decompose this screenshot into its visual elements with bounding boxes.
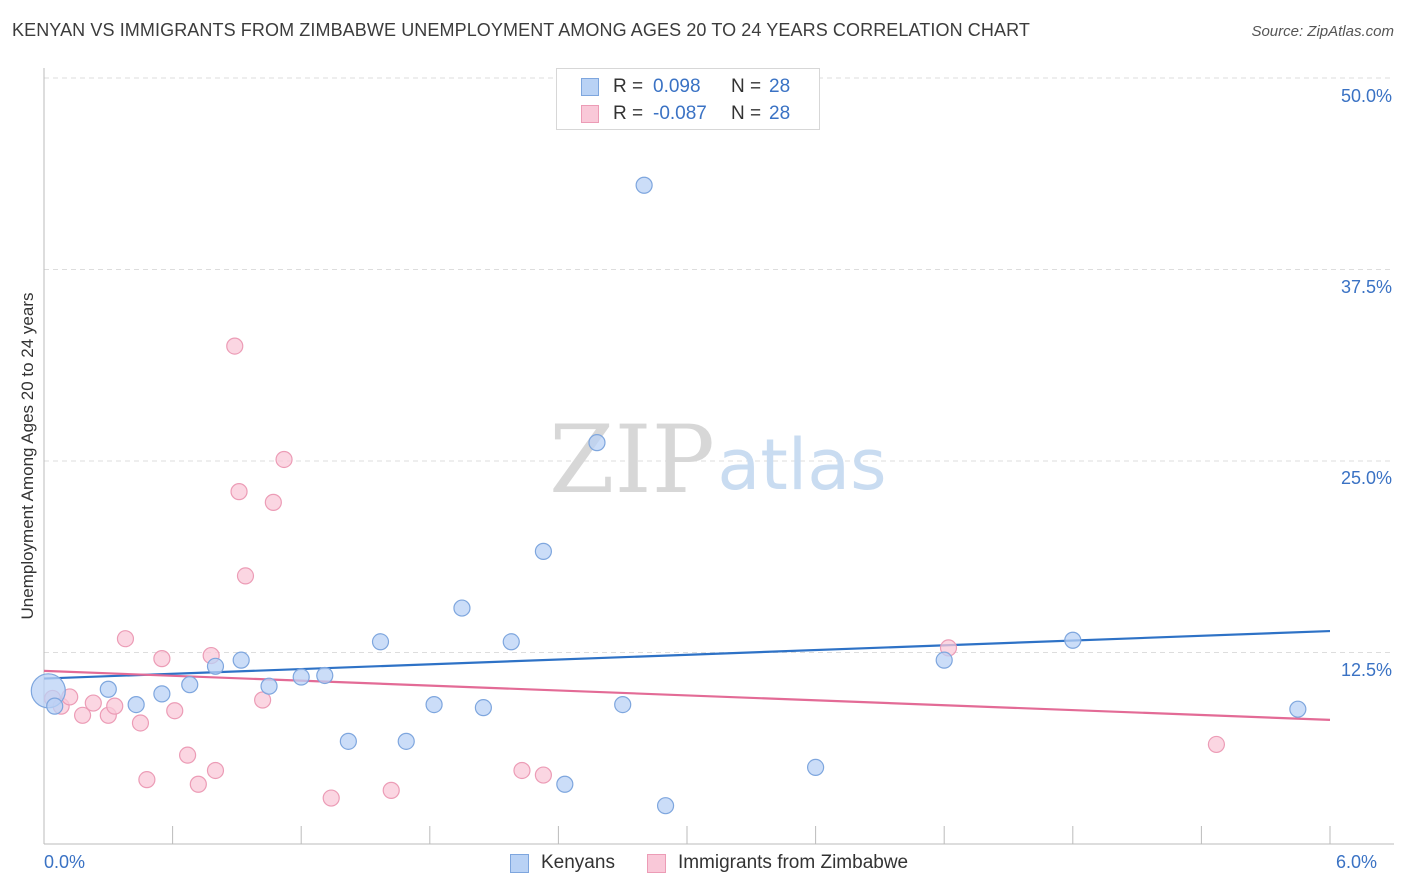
- correlation-legend: R = 0.098 N = 28 R = -0.087 N = 28: [556, 68, 820, 130]
- kenyans-point: [502, 633, 520, 651]
- legend-label-kenyans: Kenyans: [541, 852, 615, 873]
- series-legend: Kenyans Immigrants from Zimbabwe: [510, 852, 940, 874]
- zimbabwe-point: [322, 789, 340, 807]
- zimbabwe-point: [230, 483, 248, 501]
- r-label: R =: [613, 76, 644, 97]
- kenyans-point: [206, 657, 225, 675]
- kenyans-point: [397, 732, 415, 750]
- zimbabwe-point: [513, 761, 531, 780]
- kenyans-point: [614, 695, 632, 714]
- zimbabwe-point: [116, 630, 135, 648]
- zimbabwe-point: [166, 702, 184, 720]
- y-tick-label-50: 50.0%: [1340, 86, 1392, 106]
- zimbabwe-point: [382, 781, 400, 799]
- kenyans-point: [339, 732, 357, 750]
- kenyans-swatch: [510, 853, 529, 873]
- r-label: R =: [613, 103, 644, 124]
- kenyans-point: [635, 176, 653, 194]
- legend-label-zimbabwe: Immigrants from Zimbabwe: [677, 852, 909, 873]
- legend-row-zimbabwe: R = -0.087 N = 28: [581, 101, 790, 127]
- kenyans-point: [935, 651, 953, 669]
- zimbabwe-point: [179, 746, 197, 764]
- kenyans-point: [99, 680, 117, 698]
- kenyans-swatch: [581, 78, 599, 96]
- zimbabwe-point: [1207, 735, 1226, 754]
- kenyans-point: [806, 758, 825, 777]
- watermark-atlas: atlas: [717, 424, 886, 506]
- kenyans-point: [127, 695, 145, 714]
- x-tick-label-max: 6.0%: [1336, 852, 1378, 872]
- zimbabwe-point: [206, 761, 225, 780]
- zimbabwe-swatch: [646, 853, 666, 873]
- y-tick-label-25: 25.0%: [1340, 468, 1392, 488]
- trend-line-kenyans: [43, 629, 1331, 680]
- kenyans-point: [316, 666, 334, 685]
- kenyans-point: [181, 676, 199, 694]
- r-value: 0.098: [653, 76, 701, 97]
- zimbabwe-point: [275, 450, 293, 469]
- kenyans-point: [371, 633, 390, 651]
- zimbabwe-point: [226, 337, 244, 355]
- n-value: 28: [769, 76, 791, 97]
- zimbabwe-point: [153, 650, 171, 668]
- y-axis-label: Unemployment Among Ages 20 to 24 years: [18, 292, 37, 620]
- kenyans-point: [474, 699, 492, 717]
- watermark: ZIP atlas: [549, 406, 886, 515]
- kenyans-point: [1064, 631, 1082, 649]
- kenyans-point: [232, 651, 250, 669]
- n-value: 28: [769, 103, 791, 124]
- kenyans-point: [534, 542, 552, 560]
- n-label: N =: [731, 103, 762, 124]
- axes: [43, 68, 1394, 845]
- kenyans-point: [46, 697, 64, 715]
- kenyans-point: [292, 668, 310, 686]
- zimbabwe-point: [254, 691, 272, 709]
- y-tick-label-37-5: 37.5%: [1340, 277, 1392, 297]
- y-tick-label-12-5: 12.5%: [1340, 660, 1392, 680]
- zimbabwe-swatch: [581, 105, 599, 123]
- watermark-zip: ZIP: [549, 406, 715, 515]
- kenyans-point: [588, 434, 606, 452]
- zimbabwe-point: [264, 493, 282, 511]
- zimbabwe-point: [84, 694, 102, 712]
- zimbabwe-point: [73, 706, 92, 724]
- grid-lines: [44, 77, 1394, 653]
- zimbabwe-point: [534, 766, 552, 784]
- zimbabwe-point: [236, 567, 255, 585]
- zimbabwe-point: [189, 775, 207, 793]
- source-label: Source: ZipAtlas.com: [1251, 23, 1394, 40]
- kenyans-point: [656, 797, 675, 815]
- chart-title: KENYAN VS IMMIGRANTS FROM ZIMBABWE UNEMP…: [12, 20, 1030, 40]
- zimbabwe-point: [131, 714, 150, 732]
- kenyans-point: [556, 775, 574, 793]
- n-label: N =: [731, 76, 762, 97]
- zimbabwe-point: [138, 771, 156, 789]
- zimbabwe-point: [106, 697, 124, 715]
- legend-row-kenyans: R = 0.098 N = 28: [581, 74, 790, 100]
- x-tick-label-min: 0.0%: [44, 852, 86, 872]
- kenyans-point: [260, 677, 278, 695]
- r-value: -0.087: [653, 103, 707, 124]
- trend-line-zimbabwe: [43, 669, 1331, 722]
- kenyans-point: [453, 599, 471, 617]
- legend-item-kenyans[interactable]: Kenyans: [510, 852, 615, 874]
- kenyans-point: [425, 695, 443, 714]
- kenyans-point: [153, 685, 171, 703]
- legend-item-zimbabwe[interactable]: Immigrants from Zimbabwe: [646, 852, 909, 874]
- kenyans-point: [1289, 700, 1307, 718]
- scatter-points: [30, 176, 1307, 815]
- trend-lines: [43, 629, 1331, 722]
